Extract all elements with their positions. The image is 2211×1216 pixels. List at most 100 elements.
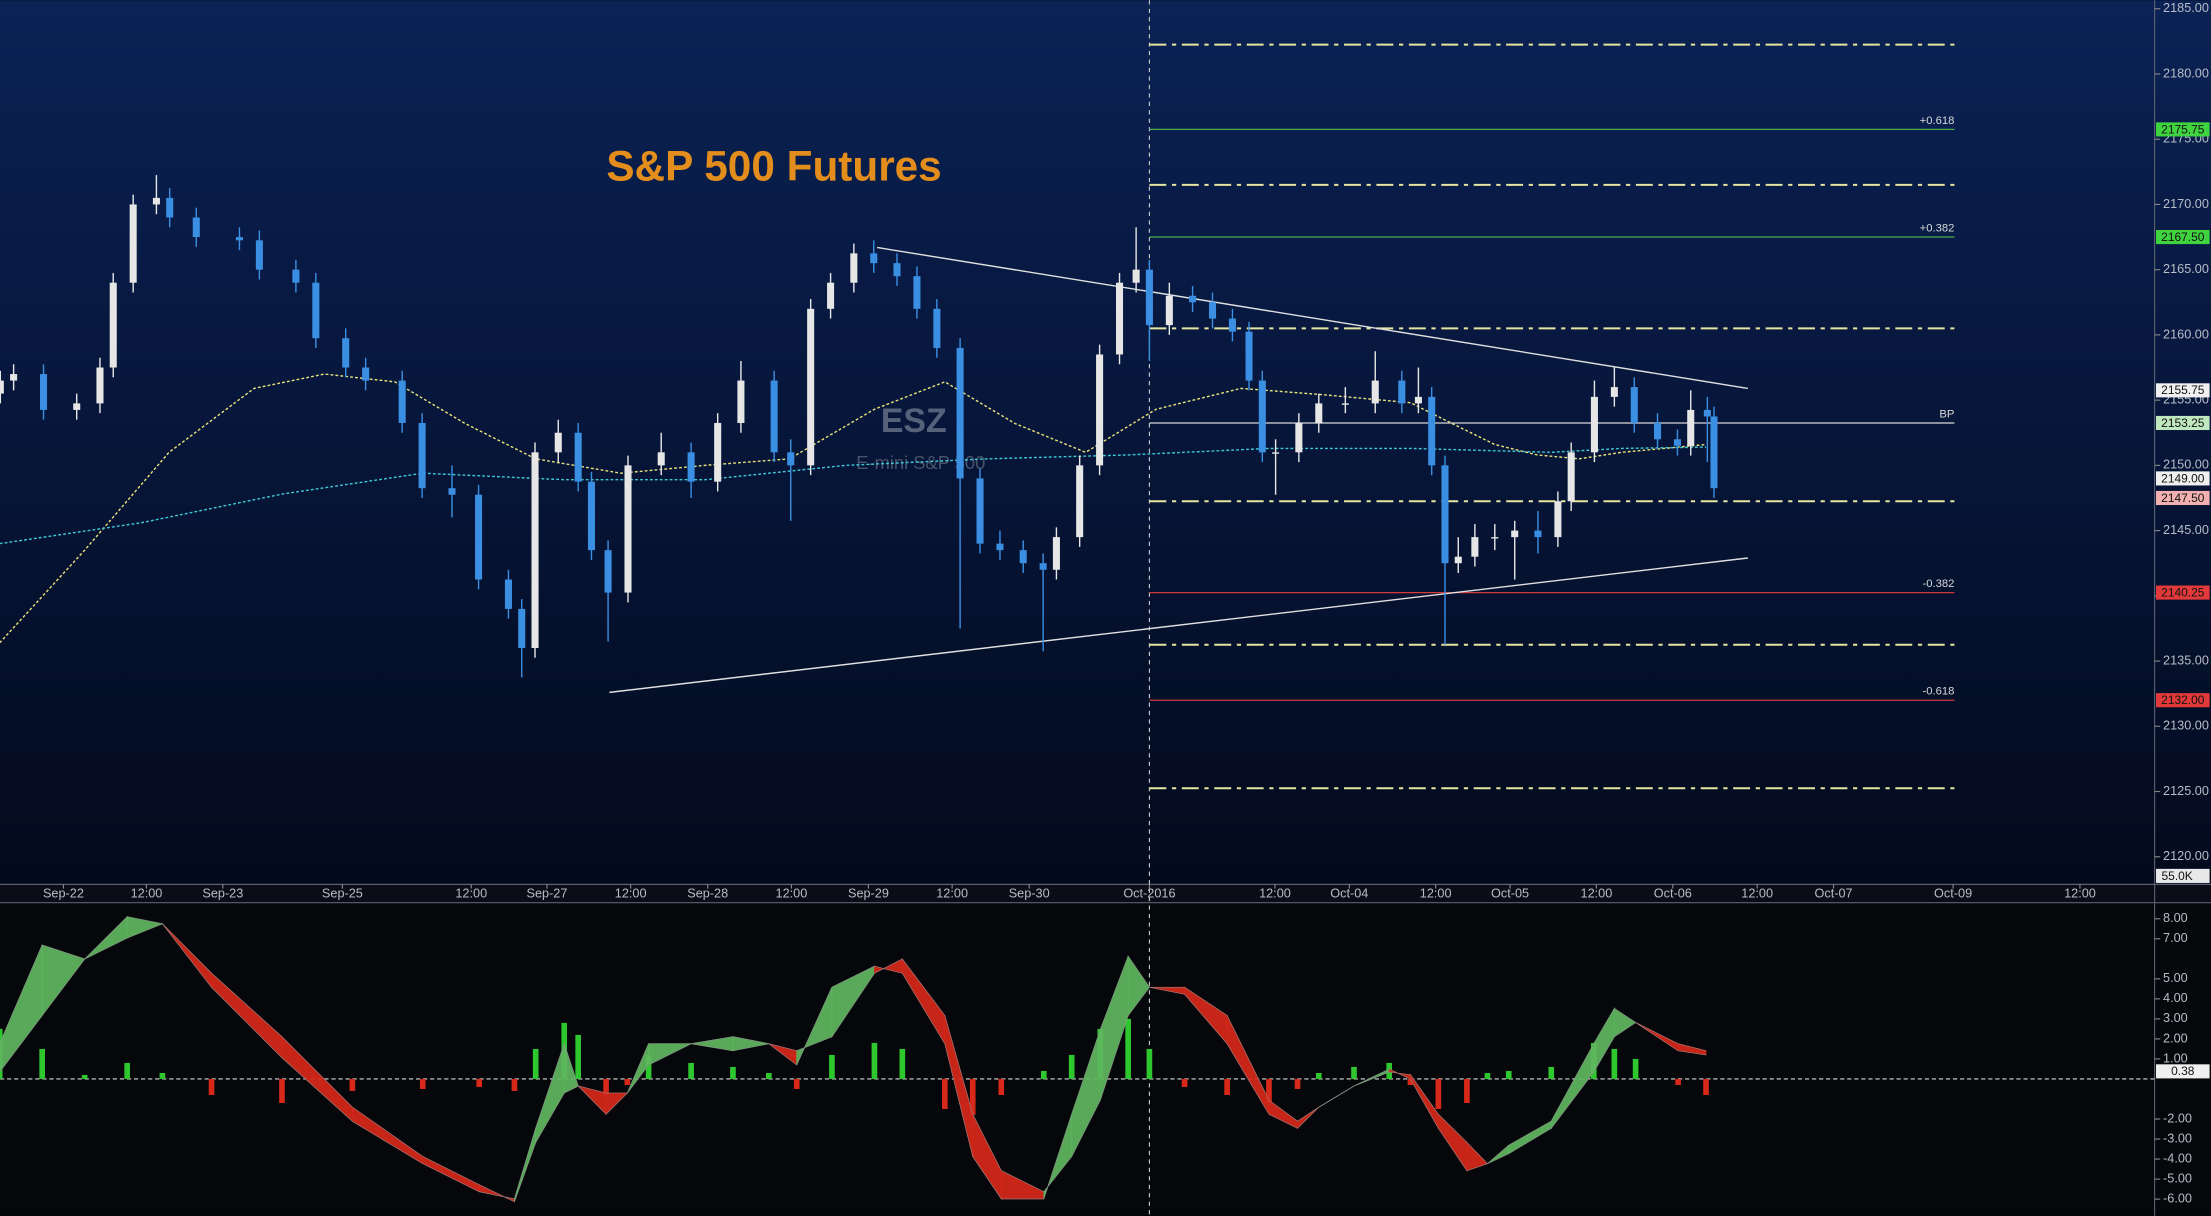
histogram-bar <box>511 1078 518 1091</box>
candle-body <box>109 282 117 368</box>
candle-body <box>1703 409 1711 417</box>
candle-body <box>976 478 984 544</box>
x-tick-label: Sep-27 <box>527 887 568 901</box>
candle-body <box>292 269 300 283</box>
y-tick-label: 3.00 <box>2163 1011 2188 1025</box>
histogram-bar <box>1181 1078 1188 1087</box>
candle-body <box>448 488 456 495</box>
candle-body <box>1428 396 1436 466</box>
x-tick-label: 12:00 <box>615 887 647 901</box>
histogram-bar <box>159 1072 166 1079</box>
y-tick-label: -5.00 <box>2163 1171 2192 1185</box>
x-tick-label: 12:00 <box>1259 887 1291 901</box>
y-tick-label: 2160.00 <box>2163 327 2209 341</box>
histogram-bar <box>1435 1078 1442 1110</box>
candle-body <box>1115 282 1124 355</box>
candle-body <box>587 481 596 551</box>
candle-body <box>0 380 4 394</box>
y-tick-label: 2130.00 <box>2163 719 2209 733</box>
y-tick-label: 2145.00 <box>2163 523 2209 537</box>
candle-body <box>1132 269 1140 283</box>
candle-body <box>418 422 426 489</box>
level-label: +0.618 <box>1920 115 1955 127</box>
candle-body <box>1687 409 1695 446</box>
histogram-bar <box>1611 1048 1618 1079</box>
level-label: -0.382 <box>1922 578 1954 590</box>
candle-body <box>1076 465 1084 538</box>
price-panel-bg <box>0 0 2211 885</box>
histogram-bar <box>208 1078 215 1095</box>
candle-body <box>73 403 81 410</box>
y-tick-label: 2120.00 <box>2163 849 2209 863</box>
candle-body <box>1165 295 1173 326</box>
candle-body <box>1228 318 1236 332</box>
macd-line <box>0 916 1707 1200</box>
histogram-bar <box>476 1078 483 1087</box>
histogram-bar <box>730 1066 736 1079</box>
price-flag-label: 2155.75 <box>2161 383 2205 397</box>
x-tick-label: Sep-22 <box>43 887 84 901</box>
candle-body <box>956 347 964 479</box>
x-tick-label: 12:00 <box>1581 887 1613 901</box>
price-flag <box>2156 383 2210 398</box>
candle-body <box>1272 452 1280 454</box>
x-tick-label: Oct-09 <box>1934 887 1972 901</box>
price-flag-label: 2153.25 <box>2161 416 2205 430</box>
x-tick-label: Oct-06 <box>1654 887 1692 901</box>
histogram-bar <box>1351 1066 1357 1079</box>
symbol-watermark: ESZ <box>881 402 947 440</box>
histogram-bar <box>1224 1078 1230 1095</box>
histogram-bar <box>765 1072 772 1079</box>
x-tick-label: Oct-07 <box>1815 887 1853 901</box>
candle-body <box>192 217 200 238</box>
value-flag-label: 0.38 <box>2171 1064 2195 1078</box>
x-tick-label: 12:00 <box>131 887 163 901</box>
candle-body <box>893 263 901 277</box>
histogram-bar <box>419 1078 426 1089</box>
histogram-bar <box>81 1074 88 1079</box>
candle-body <box>827 282 835 309</box>
x-tick-label: Sep-23 <box>202 887 243 901</box>
histogram-bar <box>1407 1078 1414 1085</box>
candle-body <box>531 452 539 649</box>
x-tick-label: 12:00 <box>776 887 808 901</box>
candle-body <box>1039 563 1047 570</box>
candle-body <box>996 543 1004 551</box>
histogram-bar <box>1703 1078 1709 1095</box>
candle-body <box>1554 501 1562 538</box>
y-tick-label: 2.00 <box>2163 1031 2188 1045</box>
candle-body <box>1654 422 1662 440</box>
candle-body <box>770 380 778 453</box>
value-flag <box>2156 1064 2210 1079</box>
y-tick-label: 5.00 <box>2163 971 2188 985</box>
histogram-bar <box>1068 1054 1075 1079</box>
price-flag <box>2156 122 2210 137</box>
x-tick-label: Sep-30 <box>1009 887 1050 901</box>
x-tick-label: Oct-05 <box>1491 887 1529 901</box>
candle-body <box>398 380 406 423</box>
histogram-bar <box>1125 1018 1131 1079</box>
histogram-bar <box>1484 1072 1491 1079</box>
candle-body <box>554 432 562 453</box>
volume-flag <box>2156 868 2210 883</box>
price-flag <box>2156 415 2210 431</box>
x-tick-label: 12:00 <box>455 887 487 901</box>
histogram-bar <box>1315 1072 1322 1079</box>
candle-body <box>342 338 350 368</box>
histogram-bar <box>829 1054 835 1079</box>
x-tick-label: 12:00 <box>936 887 968 901</box>
candle-body <box>807 308 815 466</box>
candle-body <box>1341 403 1349 405</box>
candle-body <box>1052 537 1060 570</box>
y-tick-label: 8.00 <box>2163 911 2188 925</box>
histogram-bar <box>1505 1070 1512 1079</box>
candle-body <box>1630 387 1638 423</box>
candle-body <box>475 494 483 580</box>
candle-body <box>362 367 370 381</box>
price-flag <box>2156 693 2210 708</box>
histogram-bar <box>1146 1048 1153 1079</box>
price-flag <box>2156 471 2210 486</box>
candle-body <box>1590 396 1598 453</box>
histogram-bar <box>942 1078 948 1110</box>
candle-body <box>504 579 512 609</box>
